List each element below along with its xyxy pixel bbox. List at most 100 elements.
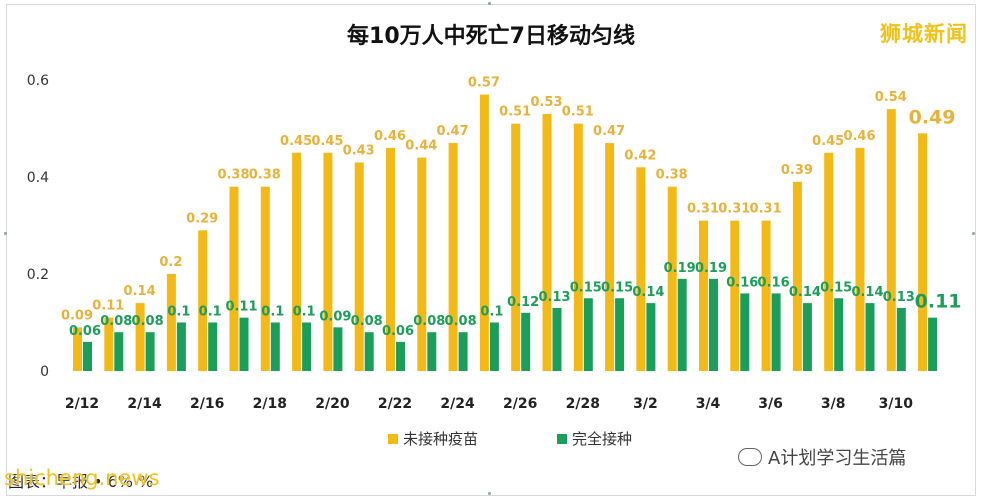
data-label-vaccinated: 0.1 [480,305,503,320]
data-label-unvaccinated: 0.53 [530,95,562,110]
data-label-unvaccinated: 0.57 [468,76,500,91]
bar-unvaccinated [761,220,771,371]
bar-vaccinated [427,332,437,371]
bar-vaccinated [302,322,312,371]
bar-vaccinated [583,298,593,371]
x-tick-label: 2/12 [65,396,99,412]
data-label-vaccinated: 0.1 [167,305,190,320]
y-tick-label: 0 [40,364,49,380]
bar-vaccinated [176,322,186,371]
brand-logo-text: 狮城新闻 [880,22,968,46]
data-label-unvaccinated: 0.46 [843,129,875,144]
data-label-unvaccinated: 0.14 [124,284,156,299]
bar-unvaccinated [386,147,395,371]
bar-vaccinated [740,293,750,371]
bar-unvaccinated [730,220,740,371]
data-label-unvaccinated: 0.43 [343,143,375,158]
bar-unvaccinated [73,327,82,371]
data-label-vaccinated: 0.1 [261,305,284,320]
bar-vaccinated [83,341,92,371]
bar-vaccinated [239,317,249,371]
x-tick-label: 2/22 [378,396,412,412]
bar-unvaccinated [417,157,427,371]
bar-unvaccinated [542,113,552,371]
y-tick-label: 0.6 [27,73,49,89]
bar-unvaccinated [135,303,145,371]
bar-unvaccinated [667,186,677,371]
bar-vaccinated [834,298,844,371]
data-label-unvaccinated: 0.42 [624,148,656,163]
wechat-account: A计划学习生活篇 [738,444,906,470]
bar-vaccinated [802,303,812,371]
x-tick-label: 2/28 [566,396,600,412]
bar-unvaccinated [479,94,489,372]
bar-unvaccinated [229,186,239,371]
chart-title: 每10万人中死亡7日移动匀线 [347,24,635,49]
data-label-vaccinated: 0.14 [789,285,821,300]
top-resize-handle[interactable] [488,2,491,5]
data-label-unvaccinated: 0.44 [405,139,437,154]
data-label-unvaccinated: 0.11 [92,299,124,314]
data-label-unvaccinated: 0.51 [499,105,531,120]
bar-vaccinated [677,278,687,371]
x-tick-label: 3/4 [696,396,721,412]
data-label-vaccinated: 0.1 [293,305,316,320]
data-label-vaccinated: 0.08 [100,314,132,329]
x-tick-label: 2/18 [253,396,287,412]
bottom-resize-handle[interactable] [488,492,491,495]
x-tick-label: 3/8 [821,396,846,412]
data-label-unvaccinated: 0.39 [781,163,813,178]
y-tick-label: 0.2 [27,267,49,283]
site-watermark: shicheng.news [4,466,160,490]
legend-label-vaccinated: 完全接种 [572,430,633,448]
bar-vaccinated [145,332,155,371]
data-label-unvaccinated: 0.47 [437,124,469,139]
data-label-unvaccinated: 0.09 [61,308,93,323]
bar-unvaccinated [198,230,208,371]
data-label-vaccinated: 0.15 [820,280,852,295]
x-tick-label: 2/14 [127,396,162,412]
data-label-vaccinated: 0.08 [413,314,445,329]
bar-unvaccinated [104,317,114,371]
x-tick-label: 2/16 [190,396,224,412]
x-tick-label: 3/6 [758,396,783,412]
bar-vaccinated [458,332,468,371]
bar-unvaccinated [323,152,333,371]
data-label-unvaccinated: 0.31 [687,202,719,217]
data-label-unvaccinated: 0.51 [562,105,594,120]
y-tick-label: 0.4 [27,170,49,186]
left-resize-handle[interactable] [4,232,7,235]
bar-vaccinated [114,332,124,371]
right-resize-handle[interactable] [972,232,975,235]
data-label-vaccinated: 0.19 [664,261,696,276]
bar-unvaccinated [886,109,896,371]
legend-label-unvaccinated: 未接种疫苗 [403,430,479,448]
bar-vaccinated [646,303,656,371]
data-label-unvaccinated: 0.46 [374,129,406,144]
bar-unvaccinated [824,152,834,371]
data-label-vaccinated: 0.08 [351,314,383,329]
data-label-unvaccinated: 0.2 [159,255,182,270]
data-label-vaccinated: 0.14 [632,285,664,300]
bar-unvaccinated [448,143,458,371]
bar-unvaccinated [918,133,928,371]
bar-vaccinated [364,332,374,371]
data-label-unvaccinated: 0.31 [750,202,782,217]
bar-unvaccinated [792,181,802,371]
bar-vaccinated [709,278,718,371]
bar-vaccinated [208,322,218,371]
chart-legend: 未接种疫苗 完全接种 [0,428,982,448]
bar-vaccinated [489,322,499,371]
data-label-unvaccinated: 0.31 [718,202,750,217]
data-label-vaccinated: 0.1 [199,305,222,320]
data-label-vaccinated: 0.13 [538,290,570,305]
x-tick-label: 2/26 [503,396,537,412]
x-tick-label: 3/2 [633,396,658,412]
wechat-account-name: A计划学习生活篇 [768,448,907,469]
x-tick-label: 2/20 [315,396,350,412]
data-label-unvaccinated: 0.45 [812,134,844,149]
bar-unvaccinated [699,220,708,371]
bar-vaccinated [396,341,405,371]
data-label-vaccinated: 0.11 [915,291,962,313]
